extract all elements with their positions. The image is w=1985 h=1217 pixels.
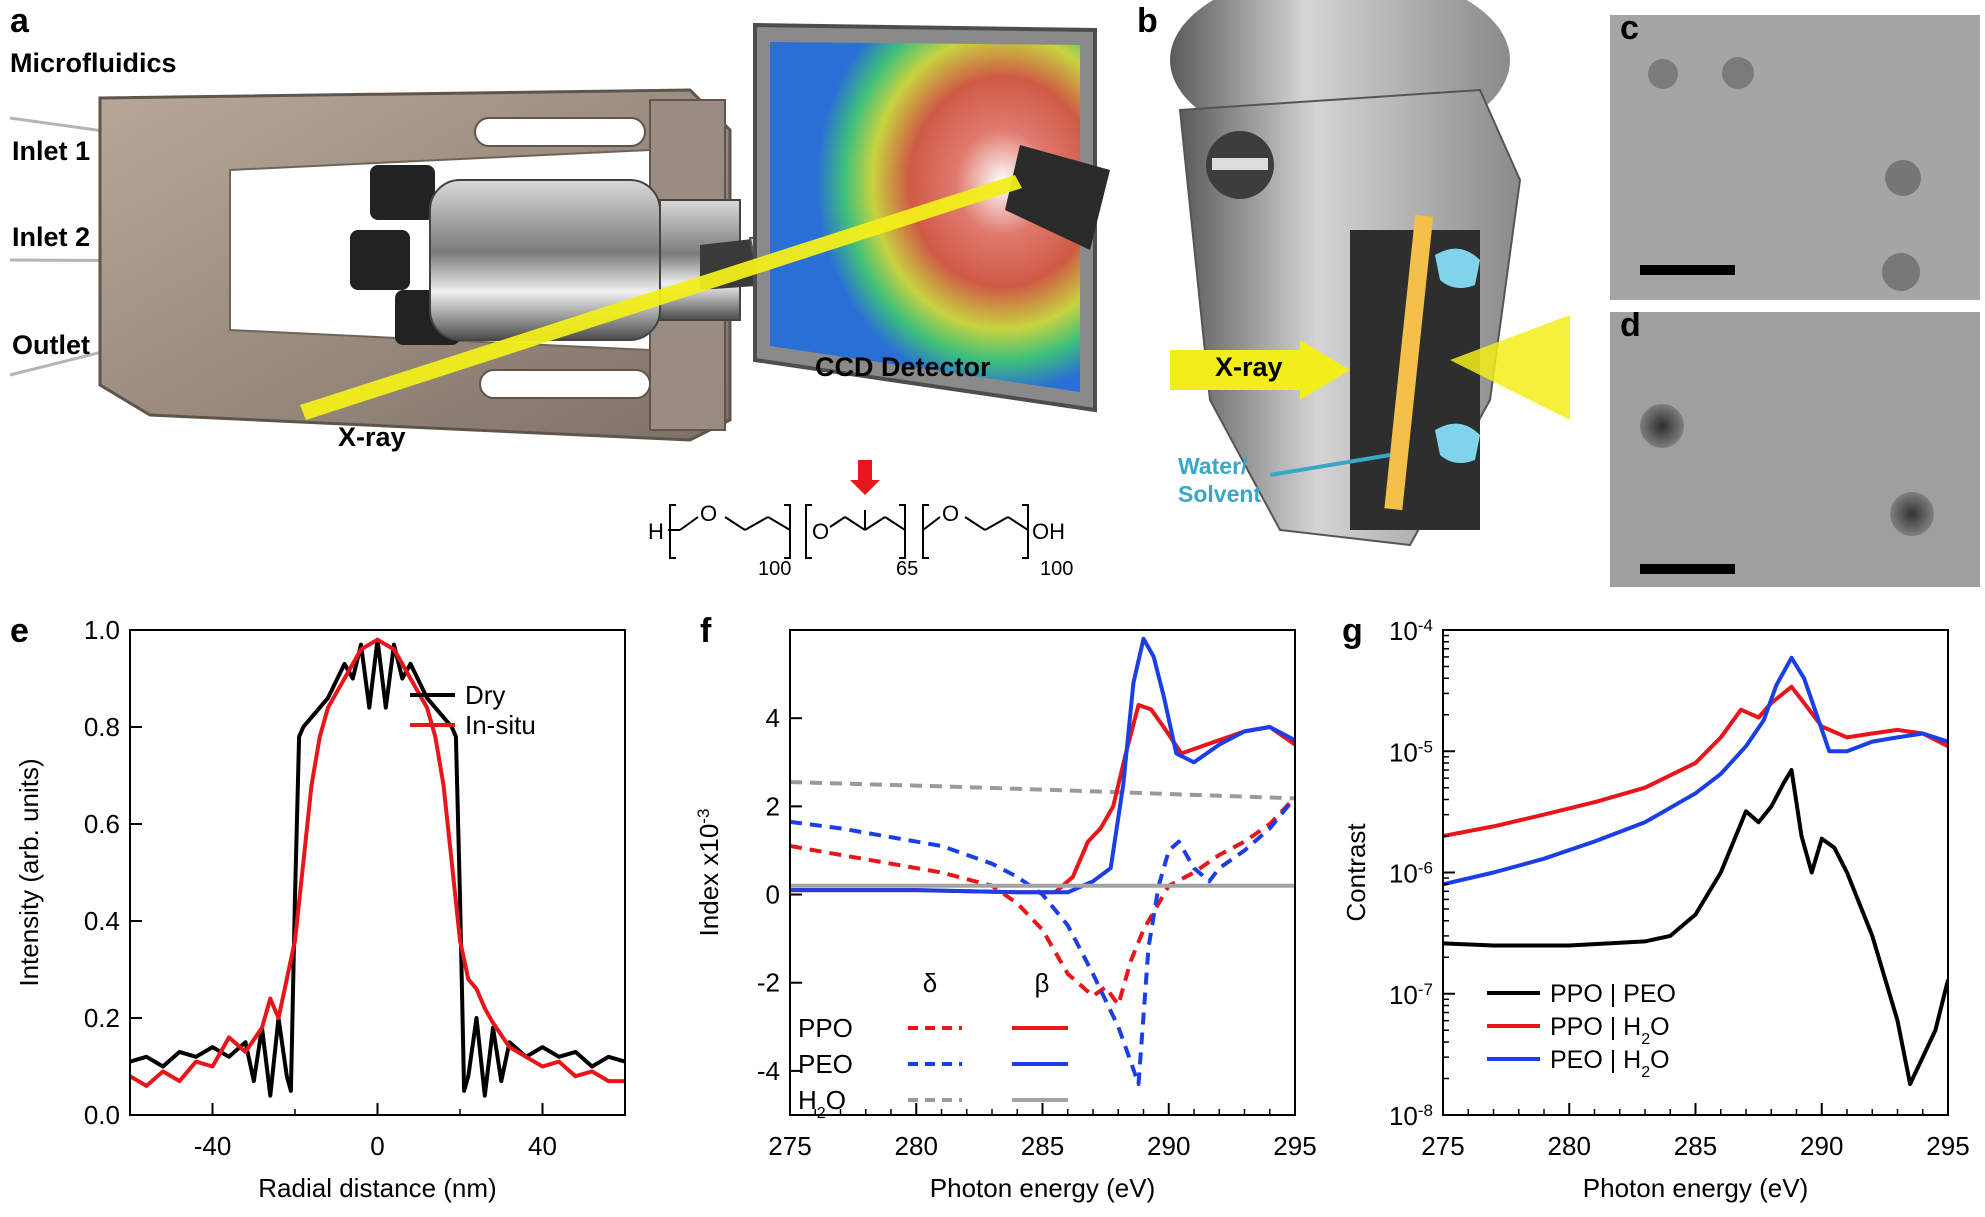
- x-tick-label: 280: [895, 1131, 938, 1161]
- legend-label: Dry: [465, 680, 505, 710]
- x-tick-label: -40: [194, 1131, 232, 1161]
- microfluidic-holder-illustration: [9, 22, 1110, 442]
- atom-h: H: [648, 519, 664, 544]
- label-microfluidics: Microfluidics: [10, 48, 177, 78]
- plot-frame: [1442, 629, 1949, 1116]
- label-ccd-detector: CCD Detector: [815, 352, 991, 382]
- repeat-count-3: 100: [1040, 558, 1073, 580]
- legend-row-label: PPO: [798, 1013, 853, 1043]
- series-line-2: [790, 796, 1295, 1087]
- y-tick-label: 10-8: [1389, 1101, 1433, 1132]
- panel-d-tem-image: d: [1610, 312, 1980, 587]
- y-axis-label: Index x10-3: [694, 809, 725, 937]
- x-tick-label: 295: [1273, 1131, 1316, 1161]
- chart-e: -40 0 40 0.0 0.2 0.4 0.6 0.8 1.0 Radial distance …: [14, 615, 626, 1203]
- x-tick-label: 275: [1421, 1131, 1464, 1161]
- x-axis-label: Photon energy (eV): [1583, 1173, 1808, 1203]
- series-line-3: [790, 780, 1295, 801]
- y-tick-label: 0.6: [84, 809, 120, 839]
- scale-bar-c: [1640, 265, 1735, 275]
- y-tick-label: 0.4: [84, 906, 120, 936]
- legend-label: PPO | PEO: [1550, 980, 1676, 1008]
- y-tick-label: -2: [757, 968, 780, 998]
- y-tick-label: 0: [766, 880, 780, 910]
- legend-header-delta: δ: [923, 968, 937, 998]
- label-xray-a: X-ray: [338, 422, 406, 452]
- panel-c-tem-image: c: [1610, 15, 1980, 300]
- label-inlet-2: Inlet 2: [12, 222, 91, 252]
- y-tick-label: 0.0: [84, 1100, 120, 1130]
- label-water-solvent: Water/Solvent: [1178, 453, 1262, 507]
- panel-letter-e: e: [10, 612, 29, 650]
- atom-o-2: O: [812, 519, 829, 544]
- x-axis-label: Photon energy (eV): [930, 1173, 1155, 1203]
- x-tick-label: 295: [1926, 1131, 1969, 1161]
- y-tick-label: 1.0: [84, 615, 120, 645]
- repeat-count-1: 100: [758, 558, 791, 580]
- x-tick-label: 0: [370, 1131, 384, 1161]
- y-tick-label: 10-4: [1389, 616, 1433, 647]
- series-line-1: [790, 796, 1295, 1007]
- particle: [1722, 57, 1754, 89]
- panel-letter-c: c: [1620, 15, 1639, 47]
- label-outlet: Outlet: [12, 330, 90, 360]
- red-arrow-icon: [850, 460, 880, 495]
- panel-letter-d: d: [1620, 312, 1641, 344]
- y-axis-label: Contrast: [1341, 823, 1371, 922]
- plot-frame: [789, 629, 1296, 1116]
- panel-letter-b: b: [1137, 2, 1158, 40]
- x-tick-label: 285: [1674, 1131, 1717, 1161]
- cell-cross-section-illustration: [1170, 0, 1570, 547]
- panel-letter-g: g: [1342, 612, 1363, 650]
- particle: [1885, 160, 1921, 196]
- plot-frame: [129, 629, 626, 1116]
- polymer-structure: H O O O OH 100 65 100: [648, 460, 1073, 580]
- legend-label: PEO | H2O: [1550, 1046, 1670, 1081]
- legend-label: PPO | H2O: [1550, 1013, 1670, 1048]
- scale-bar-d: [1640, 564, 1735, 574]
- chart-g: 275 280 285 290 295 10-8 10-7 10-6 10-5 10-4 Photo…: [1341, 616, 1970, 1204]
- x-tick-label: 290: [1800, 1131, 1843, 1161]
- series-line-2: [1443, 684, 1948, 838]
- y-tick-label: 0.2: [84, 1003, 120, 1033]
- atom-o-1: O: [700, 501, 717, 526]
- y-tick-label: 10-5: [1389, 737, 1433, 768]
- particle: [1890, 492, 1934, 536]
- x-tick-label: 285: [1021, 1131, 1064, 1161]
- x-tick-label: 290: [1147, 1131, 1190, 1161]
- legend-header-beta: β: [1035, 968, 1050, 998]
- label-inlet-1: Inlet 1: [12, 136, 91, 166]
- legend-label: In-situ: [465, 710, 536, 740]
- atom-o-3: O: [942, 501, 959, 526]
- series-line-2: [130, 637, 625, 1088]
- legend-row-label: H2O: [798, 1085, 846, 1122]
- x-axis-label: Radial distance (nm): [258, 1173, 496, 1203]
- repeat-count-2: 65: [896, 558, 918, 580]
- x-tick-label: 275: [768, 1131, 811, 1161]
- series-line-4: [790, 703, 1295, 895]
- particle: [1882, 253, 1920, 291]
- series-line-5: [790, 636, 1295, 895]
- y-axis-label: Intensity (arb. units): [14, 758, 44, 986]
- group-oh: OH: [1032, 519, 1065, 544]
- y-tick-label: -4: [757, 1056, 780, 1086]
- legend-row-label: PEO: [798, 1049, 853, 1079]
- chart-f: 275 280 285 290 295 -4 -2 0 2 4 Photon energy (eV)…: [694, 629, 1317, 1203]
- y-tick-label: 2: [766, 791, 780, 821]
- y-tick-label: 0.8: [84, 712, 120, 742]
- panel-letter-a: a: [10, 2, 29, 40]
- y-tick-label: 10-7: [1389, 979, 1433, 1010]
- particle: [1648, 59, 1678, 89]
- series-line-1: [130, 637, 625, 1098]
- particle: [1640, 404, 1684, 448]
- panel-letter-f: f: [700, 612, 712, 650]
- series-line-1: [1443, 768, 1948, 1086]
- series-line-3: [1443, 655, 1948, 887]
- y-tick-label: 10-6: [1389, 858, 1433, 889]
- x-tick-label: 280: [1548, 1131, 1591, 1161]
- y-tick-label: 4: [766, 703, 780, 733]
- label-xray-b: X-ray: [1215, 352, 1283, 382]
- x-tick-label: 40: [528, 1131, 557, 1161]
